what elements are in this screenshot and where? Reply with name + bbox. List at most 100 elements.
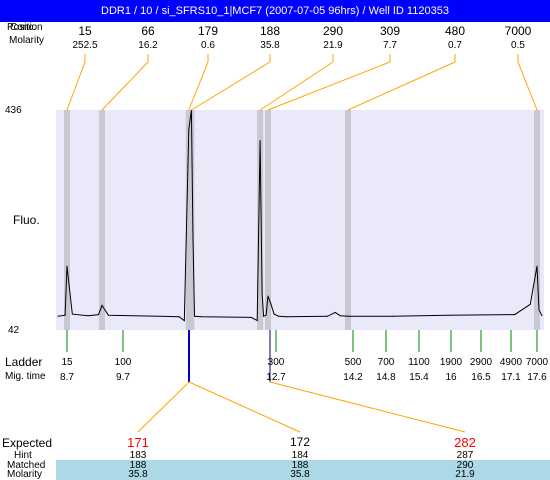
trace-point-m17-6 — [536, 265, 538, 267]
trace-point-m12-52 — [261, 292, 263, 294]
connector-line-7000 — [517, 61, 538, 111]
trace-point-m11-3 — [201, 316, 203, 318]
trace-point-m9-6 — [98, 314, 99, 316]
trace-point-m14-05 — [339, 315, 341, 317]
trace-point-m14-2 — [347, 315, 349, 317]
trace-point-m12-48 — [259, 140, 261, 142]
trace-point-m9-3 — [87, 315, 89, 317]
peak-size-290: 290 — [322, 24, 344, 38]
peak-band-m12-64 — [265, 110, 272, 330]
ladder-bp-100: 100 — [114, 357, 132, 368]
trace-point-m10-6 — [159, 315, 161, 317]
trace-point-m15 — [392, 315, 393, 317]
hint-value-2: 184 — [291, 450, 309, 461]
ladder-bp-1100: 1100 — [408, 357, 430, 368]
peak-size-179: 179 — [197, 24, 219, 38]
matched-value-2: 188 — [291, 460, 309, 471]
trace-point-m8-85 — [71, 313, 73, 315]
peak-molarity-309: 7.7 — [383, 40, 397, 51]
expected-value-1: 171 — [127, 435, 149, 450]
peak-size-309: 309 — [379, 24, 401, 38]
expected-label: Expected — [2, 436, 53, 450]
trace-point-m11-05 — [188, 129, 190, 131]
ladder-bp-500: 500 — [344, 357, 362, 368]
matched-label: Matched — [7, 460, 46, 471]
hint-label: Hint — [14, 450, 32, 461]
peak-band-m12-48 — [257, 110, 264, 330]
peak-band-m9-7 — [99, 110, 105, 330]
trace-point-m11-15 — [194, 315, 195, 317]
trace-point-m17-9 — [541, 315, 543, 317]
ladder-bp-2900: 2900 — [469, 357, 493, 368]
connector-line-309 — [267, 61, 391, 111]
ladder-mig-7000: 17.6 — [527, 372, 547, 383]
trace-point-m16 — [447, 314, 449, 316]
expected-connector-3 — [269, 381, 466, 433]
peak-band-m11-09 — [188, 110, 195, 330]
peak-molarity-7000: 0.5 — [511, 40, 525, 51]
matched-molarity-2: 35.8 — [290, 469, 310, 480]
window-title: DDR1 / 10 / si_SFRS10_1|MCF7 (2007-07-05… — [0, 0, 550, 22]
conc-label: Conc. — [10, 22, 37, 33]
connector-line-480 — [347, 61, 456, 111]
ladder-bp-7000: 7000 — [525, 357, 549, 368]
trace-point-m13-95 — [334, 311, 336, 313]
peak-molarity-15: 252.5 — [72, 40, 98, 51]
trace-point-m13-8 — [327, 315, 328, 317]
trace-point-m8-55 — [64, 314, 66, 316]
peak-size-15: 15 — [78, 24, 92, 38]
trace-point-m17-48 — [529, 303, 531, 305]
hint-value-1: 183 — [129, 450, 147, 461]
trace-point-m12-55 — [263, 315, 265, 317]
peak-molarity-480: 0.7 — [448, 40, 462, 51]
connector-line-188 — [191, 61, 271, 111]
peak-molarity-179: 0.6 — [201, 40, 215, 51]
trace-point-m12-64 — [267, 295, 269, 297]
peak-size-480: 480 — [444, 24, 466, 38]
ladder-mig-1900: 16 — [445, 372, 457, 383]
connector-line-179 — [188, 61, 209, 111]
y-max-label: 436 — [5, 105, 22, 116]
trace-point-m9-7 — [101, 304, 103, 306]
trace-point-m12-85 — [278, 315, 280, 317]
ladder-bp-15: 15 — [61, 357, 73, 368]
expected-connector-1 — [137, 381, 190, 433]
trace-line — [57, 109, 543, 322]
peak-size-188: 188 — [259, 24, 281, 38]
ladder-mig-2900: 16.5 — [471, 372, 491, 383]
trace-point-m8-7 — [66, 265, 68, 267]
ladder-bp-700: 700 — [377, 357, 395, 368]
matched-molarity-3: 21.9 — [455, 469, 475, 480]
trace-point-m12-7 — [270, 303, 272, 305]
matched-value-1: 188 — [129, 460, 147, 471]
molarity-label-bottom: Molarity — [7, 469, 43, 480]
peak-band-m14-2 — [345, 110, 351, 330]
ladder-mig-500: 14.2 — [343, 372, 363, 383]
connector-line-15 — [66, 61, 86, 111]
trace-point-m12-3 — [250, 316, 252, 318]
ladder-mig-300: 12.7 — [266, 372, 286, 383]
trace-point-m17-72 — [538, 309, 540, 311]
matched-value-3: 290 — [456, 460, 474, 471]
trace-point-m12-6 — [265, 314, 267, 316]
trace-point-m10-9 — [178, 316, 180, 318]
expected-value-3: 282 — [454, 435, 476, 450]
connector-line-66 — [101, 61, 149, 111]
trace-point-m12-42 — [256, 320, 258, 322]
expected-value-2: 172 — [289, 435, 311, 449]
trace-point-m12-76 — [273, 313, 275, 315]
ladder-mig-15: 8.7 — [60, 372, 74, 383]
hint-value-3: 287 — [456, 450, 474, 461]
plot-area — [56, 110, 544, 330]
matched-highlight-band — [56, 460, 550, 480]
expected-connector-2 — [188, 381, 301, 433]
trace-point-m10-98 — [183, 320, 185, 322]
trace-point-m13 — [285, 316, 287, 318]
trace-point-m8 — [57, 315, 59, 317]
mig-time-label: Mig. time — [5, 371, 46, 382]
ladder-bp-1900: 1900 — [439, 357, 463, 368]
peak-size-7000: 7000 — [504, 24, 532, 38]
peak-molarity-188: 35.8 — [260, 40, 280, 51]
trace-point-m11-12 — [192, 238, 194, 240]
